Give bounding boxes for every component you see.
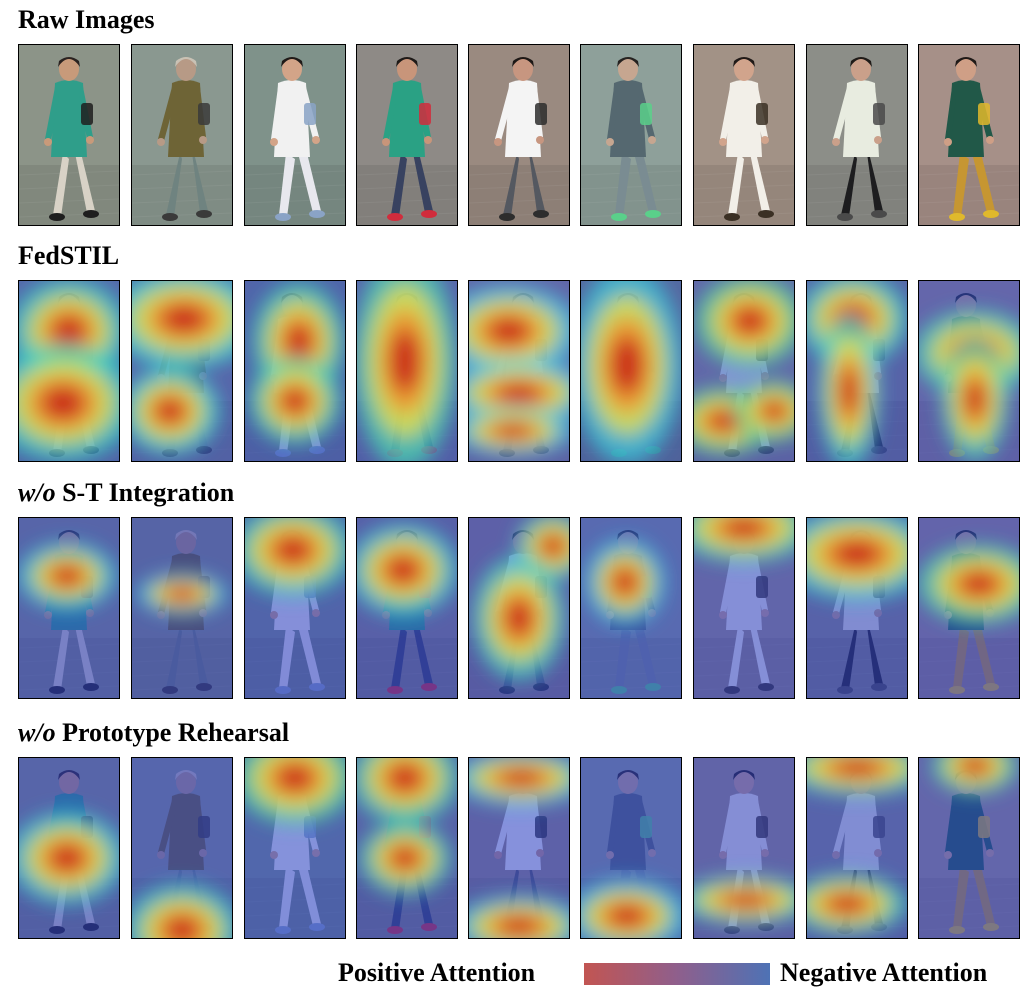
- heatmap-svg: [19, 518, 119, 698]
- heatmap-svg: [807, 518, 907, 698]
- attention-heatmap-thumbnail: [18, 280, 120, 462]
- heatmap-svg: [245, 758, 345, 938]
- attention-heatmap-thumbnail: [918, 517, 1020, 699]
- pedestrian-figure: [44, 57, 99, 221]
- raw-image-thumbnail: [131, 44, 233, 226]
- heatmap-svg: [581, 281, 681, 461]
- heatmap-svg: [469, 518, 569, 698]
- attention-heatmap-thumbnail: [580, 517, 682, 699]
- attention-heatmap-thumbnail: [693, 280, 795, 462]
- legend-negative-label: Negative Attention: [780, 958, 988, 987]
- section-title-fedstil: FedSTIL: [18, 241, 119, 271]
- heatmap-svg: [919, 281, 1019, 461]
- attention-heatmap-thumbnail: [356, 280, 458, 462]
- heatmap-svg: [694, 518, 794, 698]
- attention-heatmap-thumbnail: [693, 517, 795, 699]
- attention-heatmap-thumbnail: [918, 757, 1020, 939]
- attention-heatmap-thumbnail: [806, 757, 908, 939]
- raw-image-svg: [807, 45, 907, 225]
- wo-prototype-rehearsal-heatmap-row: [18, 757, 1020, 939]
- heatmap-svg: [245, 281, 345, 461]
- raw-image-thumbnail: [580, 44, 682, 226]
- heatmap-svg: [581, 758, 681, 938]
- pedestrian-figure: [832, 57, 887, 221]
- attention-legend: Positive Attention Negative Attention: [0, 956, 1032, 992]
- heatmap-svg: [581, 518, 681, 698]
- pedestrian-figure: [494, 57, 549, 221]
- section-title-italic: w/o: [18, 718, 56, 747]
- attention-heatmap-thumbnail: [244, 280, 346, 462]
- legend-color-bar: [584, 963, 770, 985]
- raw-image-thumbnail: [806, 44, 908, 226]
- heatmap-svg: [469, 758, 569, 938]
- attention-heatmap-thumbnail: [468, 517, 570, 699]
- pedestrian-figure: [270, 57, 325, 221]
- attention-heatmap-thumbnail: [18, 517, 120, 699]
- wo-st-integration-heatmap-row: [18, 517, 1020, 699]
- section-title-text: Raw Images: [18, 5, 155, 34]
- pedestrian-figure: [382, 57, 437, 221]
- raw-image-svg: [19, 45, 119, 225]
- attention-heatmap-thumbnail: [580, 757, 682, 939]
- attention-heatmap-thumbnail: [468, 757, 570, 939]
- raw-image-thumbnail: [356, 44, 458, 226]
- raw-image-svg: [469, 45, 569, 225]
- heatmap-svg: [357, 518, 457, 698]
- attention-heatmap-thumbnail: [18, 757, 120, 939]
- pedestrian-figure: [606, 57, 661, 221]
- section-title-wo-st-integration: w/o S-T Integration: [18, 478, 234, 508]
- raw-image-svg: [581, 45, 681, 225]
- heatmap-svg: [919, 518, 1019, 698]
- legend-positive-label: Positive Attention: [338, 958, 536, 987]
- fedstil-heatmap-row: [18, 280, 1020, 462]
- attention-heatmap-thumbnail: [806, 280, 908, 462]
- heatmap-svg: [694, 758, 794, 938]
- heatmap-svg: [807, 758, 907, 938]
- raw-image-thumbnail: [244, 44, 346, 226]
- section-title-text: FedSTIL: [18, 241, 120, 270]
- attention-heatmap-thumbnail: [131, 280, 233, 462]
- attention-heatmap-thumbnail: [131, 757, 233, 939]
- attention-heatmap-thumbnail: [356, 757, 458, 939]
- heatmap-svg: [694, 281, 794, 461]
- heatmap-svg: [19, 281, 119, 461]
- heatmap-svg: [19, 758, 119, 938]
- attention-heatmap-thumbnail: [244, 757, 346, 939]
- raw-image-svg: [357, 45, 457, 225]
- raw-image-svg: [919, 45, 1019, 225]
- heatmap-svg: [132, 758, 232, 938]
- attention-heatmap-thumbnail: [131, 517, 233, 699]
- heatmap-svg: [132, 281, 232, 461]
- heatmap-svg: [245, 518, 345, 698]
- pedestrian-figure: [719, 57, 774, 221]
- section-title-wo-prototype-rehearsal: w/o Prototype Rehearsal: [18, 718, 289, 748]
- attention-heatmap-thumbnail: [244, 517, 346, 699]
- heatmap-svg: [807, 281, 907, 461]
- heatmap-svg: [919, 758, 1019, 938]
- raw-images-row: [18, 44, 1020, 226]
- raw-image-thumbnail: [18, 44, 120, 226]
- heatmap-svg: [357, 281, 457, 461]
- attention-heatmap-thumbnail: [580, 280, 682, 462]
- pedestrian-figure: [157, 57, 212, 221]
- heatmap-svg: [357, 758, 457, 938]
- attention-heatmap-thumbnail: [918, 280, 1020, 462]
- attention-heatmap-thumbnail: [693, 757, 795, 939]
- attention-heatmap-thumbnail: [806, 517, 908, 699]
- section-title-italic: w/o: [18, 478, 56, 507]
- raw-image-thumbnail: [693, 44, 795, 226]
- heatmap-svg: [132, 518, 232, 698]
- raw-image-svg: [245, 45, 345, 225]
- section-title-raw-images: Raw Images: [18, 5, 155, 35]
- attention-heatmap-thumbnail: [356, 517, 458, 699]
- heatmap-svg: [469, 281, 569, 461]
- raw-image-thumbnail: [468, 44, 570, 226]
- raw-image-svg: [694, 45, 794, 225]
- raw-image-thumbnail: [918, 44, 1020, 226]
- pedestrian-figure: [944, 57, 999, 221]
- attention-heatmap-thumbnail: [468, 280, 570, 462]
- raw-image-svg: [132, 45, 232, 225]
- section-title-text: Prototype Rehearsal: [55, 718, 290, 747]
- section-title-text: S-T Integration: [55, 478, 235, 507]
